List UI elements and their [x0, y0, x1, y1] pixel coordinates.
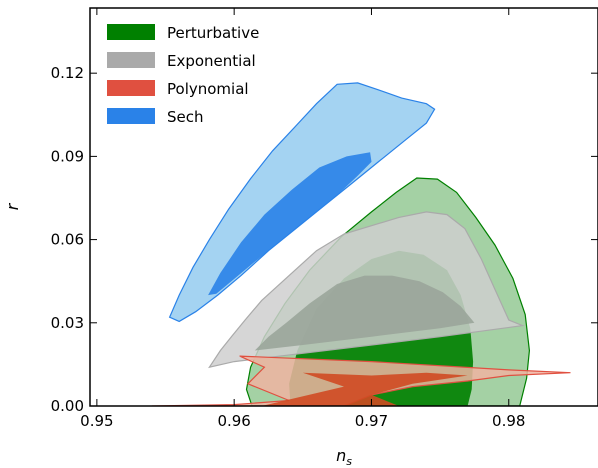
y-tick-label: 0.03: [51, 314, 84, 332]
sech-legend-label: Sech: [167, 108, 204, 126]
y-axis: 0.00 0.03 0.06 0.09 0.12: [51, 64, 598, 415]
polynomial-inner-contour: [261, 372, 468, 406]
x-axis-label-sub: s: [346, 455, 352, 468]
sech-legend-swatch: [107, 108, 155, 124]
x-axis-label: ns: [336, 446, 352, 468]
legend: Perturbative Exponential Polynomial Sech: [107, 24, 259, 126]
x-axis-label-main: n: [336, 446, 346, 465]
contours-layer: [151, 82, 571, 406]
y-tick-label: 0.09: [51, 147, 84, 165]
exponential-legend-swatch: [107, 52, 155, 68]
x-tick-label: 0.96: [217, 412, 250, 430]
plot-frame: [89, 7, 598, 407]
polynomial-legend-swatch: [107, 80, 155, 96]
y-axis-label: r: [3, 202, 22, 210]
exponential-inner-contour: [254, 275, 475, 351]
x-tick-label: 0.98: [492, 412, 525, 430]
perturbative-legend-label: Perturbative: [167, 24, 259, 42]
y-tick-label: 0.06: [51, 231, 84, 249]
x-tick-label: 0.95: [80, 412, 113, 430]
x-tick-label: 0.97: [355, 412, 388, 430]
sech-inner-contour: [208, 152, 372, 296]
polynomial-legend-label: Polynomial: [167, 80, 249, 98]
x-axis: 0.95 0.96 0.97 0.98: [80, 8, 525, 430]
perturbative-legend-swatch: [107, 24, 155, 40]
y-tick-label: 0.12: [51, 64, 84, 82]
exponential-legend-label: Exponential: [167, 52, 256, 70]
y-tick-label: 0.00: [51, 397, 84, 415]
